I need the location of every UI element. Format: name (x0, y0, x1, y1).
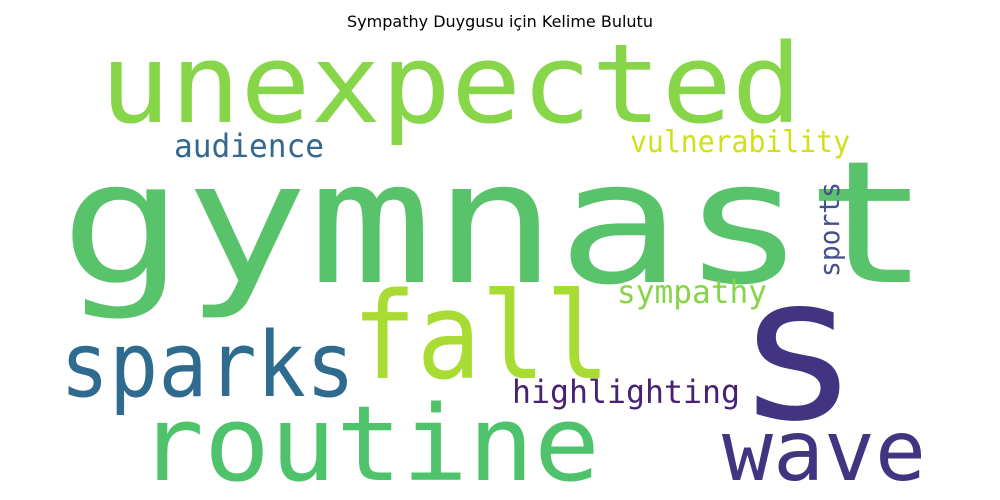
word-highlighting: highlighting (512, 373, 740, 411)
word-vulnerability: vulnerability (630, 125, 850, 160)
word-gymnast: gymnast (60, 125, 930, 323)
figure-title: Sympathy Duygusu için Kelime Bulutu (347, 12, 653, 31)
word-wave: wave (722, 402, 926, 500)
word-s: s (735, 233, 860, 466)
word-unexpected: unexpected (100, 20, 802, 148)
word-sparks: sparks (60, 313, 355, 418)
word-sympathy: sympathy (617, 273, 767, 311)
word-routine: routine (138, 383, 600, 500)
word-sports: sports (813, 182, 846, 277)
word-fall: fall (352, 268, 610, 407)
word-audience: audience (174, 127, 324, 165)
